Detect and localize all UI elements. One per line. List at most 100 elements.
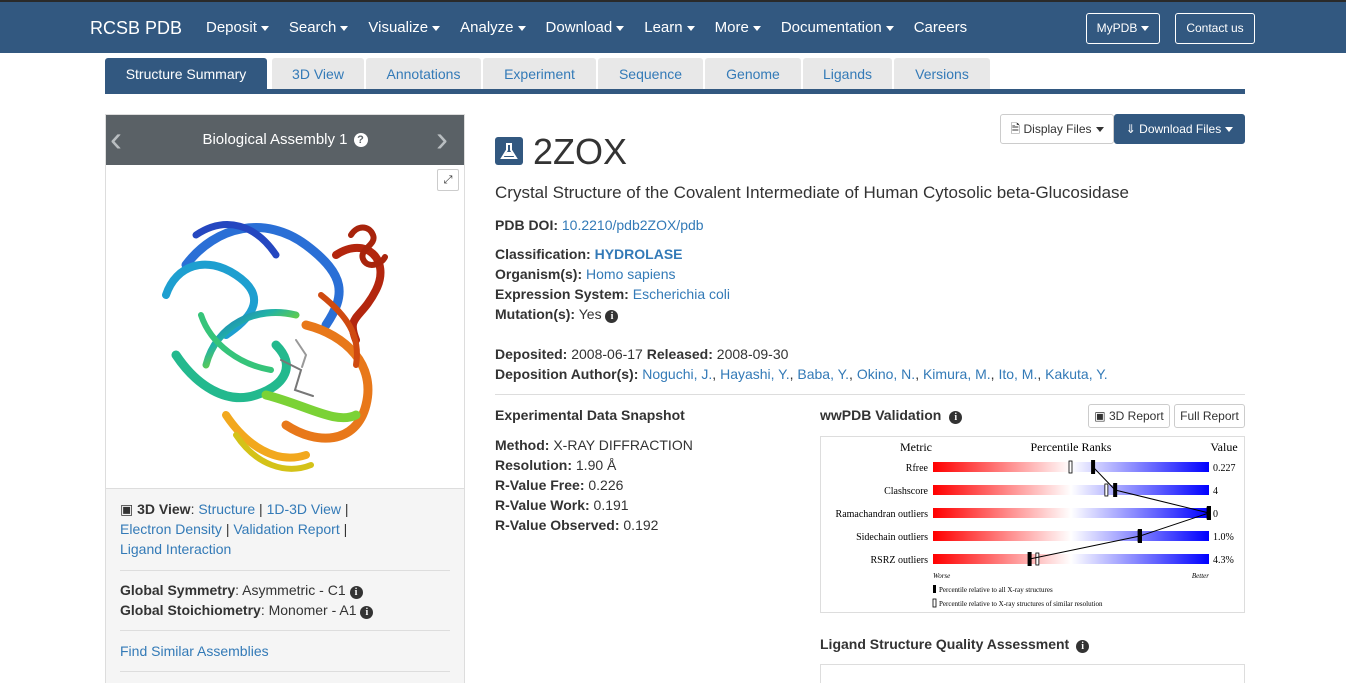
structure-image[interactable]: ⤢ xyxy=(106,165,464,489)
menu-download[interactable]: Download xyxy=(546,2,625,55)
doi-row: PDB DOI: 10.2210/pdb2ZOX/pdb xyxy=(495,215,704,235)
classification-link[interactable]: HYDROLASE xyxy=(594,246,683,262)
metric-label: Ramachandran outliers xyxy=(836,509,929,520)
menu-label: Learn xyxy=(644,19,683,36)
caret-down-icon xyxy=(517,25,526,31)
1d-3d-view-link[interactable]: 1D-3D View xyxy=(266,501,342,517)
info-icon[interactable]: i xyxy=(349,586,363,599)
assembly-title-text: Biological Assembly 1 xyxy=(202,131,348,148)
structure-link[interactable]: Structure xyxy=(198,501,256,517)
author-link[interactable]: Kakuta, Y. xyxy=(1045,366,1108,382)
tab-ligands[interactable]: Ligands xyxy=(803,58,892,89)
menu-deposit[interactable]: Deposit xyxy=(206,2,269,55)
metric-value: 4 xyxy=(1213,486,1218,497)
rfree-value: 0.226 xyxy=(588,477,624,493)
assembly-panel: ‹ Biological Assembly 1? › ⤢ xyxy=(105,114,465,683)
doi-link[interactable]: 10.2210/pdb2ZOX/pdb xyxy=(561,217,704,233)
menu-documentation[interactable]: Documentation xyxy=(781,2,894,55)
resolution-row: Resolution: 1.90 Å xyxy=(495,455,616,475)
author-link[interactable]: Okino, N. xyxy=(856,366,916,382)
validation-report-link[interactable]: Validation Report xyxy=(233,521,340,537)
deposited-label: Deposited: xyxy=(495,346,568,362)
expression-link[interactable]: Escherichia coli xyxy=(632,286,730,302)
menu-label: Analyze xyxy=(460,19,514,36)
menu-label: Download xyxy=(545,19,613,36)
resolution-value: 1.90 Å xyxy=(575,457,617,473)
structure-title: Crystal Structure of the Covalent Interm… xyxy=(495,183,1130,202)
worse-label: Worse xyxy=(933,572,950,580)
tab-experiment[interactable]: Experiment xyxy=(483,58,596,89)
global-symmetry-label: Global Symmetry xyxy=(120,582,236,598)
validation-slider-graphic[interactable]: Metric Percentile Ranks Value Rfree 0.227… xyxy=(820,436,1245,613)
ligand-quality-chart xyxy=(820,664,1245,683)
info-icon[interactable]: i xyxy=(1076,640,1090,653)
tab-3d-view[interactable]: 3D View xyxy=(272,58,364,89)
menu-learn[interactable]: Learn xyxy=(644,2,695,55)
method-label: Method: xyxy=(495,437,550,453)
display-files-button[interactable]: 🗎 Display Files xyxy=(1000,114,1114,144)
similar-resolution-marker xyxy=(1035,552,1040,566)
help-icon[interactable]: ? xyxy=(353,133,368,147)
value-column-header: Value xyxy=(1210,440,1237,454)
full-report-button[interactable]: Full Report xyxy=(1174,404,1245,428)
ligand-interaction-link[interactable]: Ligand Interaction xyxy=(120,541,232,557)
next-assembly-chevron-icon[interactable]: › xyxy=(436,118,448,159)
info-icon[interactable]: i xyxy=(605,310,619,323)
resolution-label: Resolution: xyxy=(495,457,572,473)
tab-genome[interactable]: Genome xyxy=(705,58,801,89)
experimental-heading: Experimental Data Snapshot xyxy=(495,407,685,423)
metric-value: 4.3% xyxy=(1213,555,1234,566)
menu-visualize[interactable]: Visualize xyxy=(368,2,441,55)
tab-sequence[interactable]: Sequence xyxy=(598,58,703,89)
percentile-bar xyxy=(933,531,1209,541)
author-link[interactable]: Baba, Y. xyxy=(797,366,850,382)
global-stoichiometry: Global Stoichiometry: Monomer - A1 i xyxy=(120,600,450,620)
info-icon[interactable]: i xyxy=(360,606,374,619)
metric-value: 0.227 xyxy=(1213,463,1236,474)
rwork-row: R-Value Work: 0.191 xyxy=(495,495,629,515)
validation-heading-text: wwPDB Validation xyxy=(820,407,942,423)
author-link[interactable]: Ito, M. xyxy=(998,366,1038,382)
author-link[interactable]: Kimura, M. xyxy=(922,366,991,382)
tab-structure-summary[interactable]: Structure Summary xyxy=(105,58,267,89)
author-link[interactable]: Hayashi, Y. xyxy=(720,366,790,382)
expand-icon[interactable]: ⤢ xyxy=(437,169,459,191)
previous-assembly-chevron-icon[interactable]: ‹ xyxy=(110,118,122,159)
brand-logo[interactable]: RCSB PDB xyxy=(90,18,183,38)
percentile-bar xyxy=(933,508,1209,518)
metric-label: Clashscore xyxy=(884,486,928,497)
global-stoichiometry-value: : Monomer - A1 xyxy=(260,602,357,618)
caret-down-icon xyxy=(616,25,625,31)
caret-down-icon xyxy=(1225,127,1234,133)
3d-report-button[interactable]: ▣ 3D Report xyxy=(1088,404,1170,428)
caret-down-icon xyxy=(885,25,894,31)
author-link[interactable]: Noguchi, J. xyxy=(642,366,713,382)
menu-search[interactable]: Search xyxy=(289,2,349,55)
organism-link[interactable]: Homo sapiens xyxy=(586,266,676,282)
caret-down-icon xyxy=(686,25,695,31)
menu-careers[interactable]: Careers xyxy=(913,19,968,36)
organism-label: Organism(s): xyxy=(495,266,583,282)
menu-more[interactable]: More xyxy=(715,2,761,55)
menu-analyze[interactable]: Analyze xyxy=(460,2,526,55)
tab-annotations[interactable]: Annotations xyxy=(366,58,481,89)
robs-label: R-Value Observed: xyxy=(495,517,620,533)
better-label: Better xyxy=(1192,572,1209,580)
method-value: X-RAY DIFFRACTION xyxy=(553,437,693,453)
find-similar-assemblies-link[interactable]: Find Similar Assemblies xyxy=(120,643,269,659)
caret-down-icon xyxy=(260,25,269,31)
download-files-button[interactable]: ⇓ Download Files xyxy=(1114,114,1245,144)
mypdb-button[interactable]: MyPDB xyxy=(1086,13,1160,44)
similar-resolution-marker xyxy=(1068,460,1073,474)
authors-row: Deposition Author(s): Noguchi, J., Hayas… xyxy=(495,366,1108,382)
contact-us-button[interactable]: Contact us xyxy=(1175,13,1255,44)
expression-row: Expression System: Escherichia coli xyxy=(495,284,730,304)
electron-density-link[interactable]: Electron Density xyxy=(120,521,222,537)
info-icon[interactable]: i xyxy=(949,411,963,424)
legend-all-text: Percentile relative to all X-ray structu… xyxy=(939,586,1053,594)
rwork-value: 0.191 xyxy=(593,497,629,513)
caret-down-icon xyxy=(1141,26,1150,32)
legend-similar-marker xyxy=(932,598,937,608)
cube-icon: ▣ xyxy=(120,501,134,517)
tab-versions[interactable]: Versions xyxy=(894,58,990,89)
